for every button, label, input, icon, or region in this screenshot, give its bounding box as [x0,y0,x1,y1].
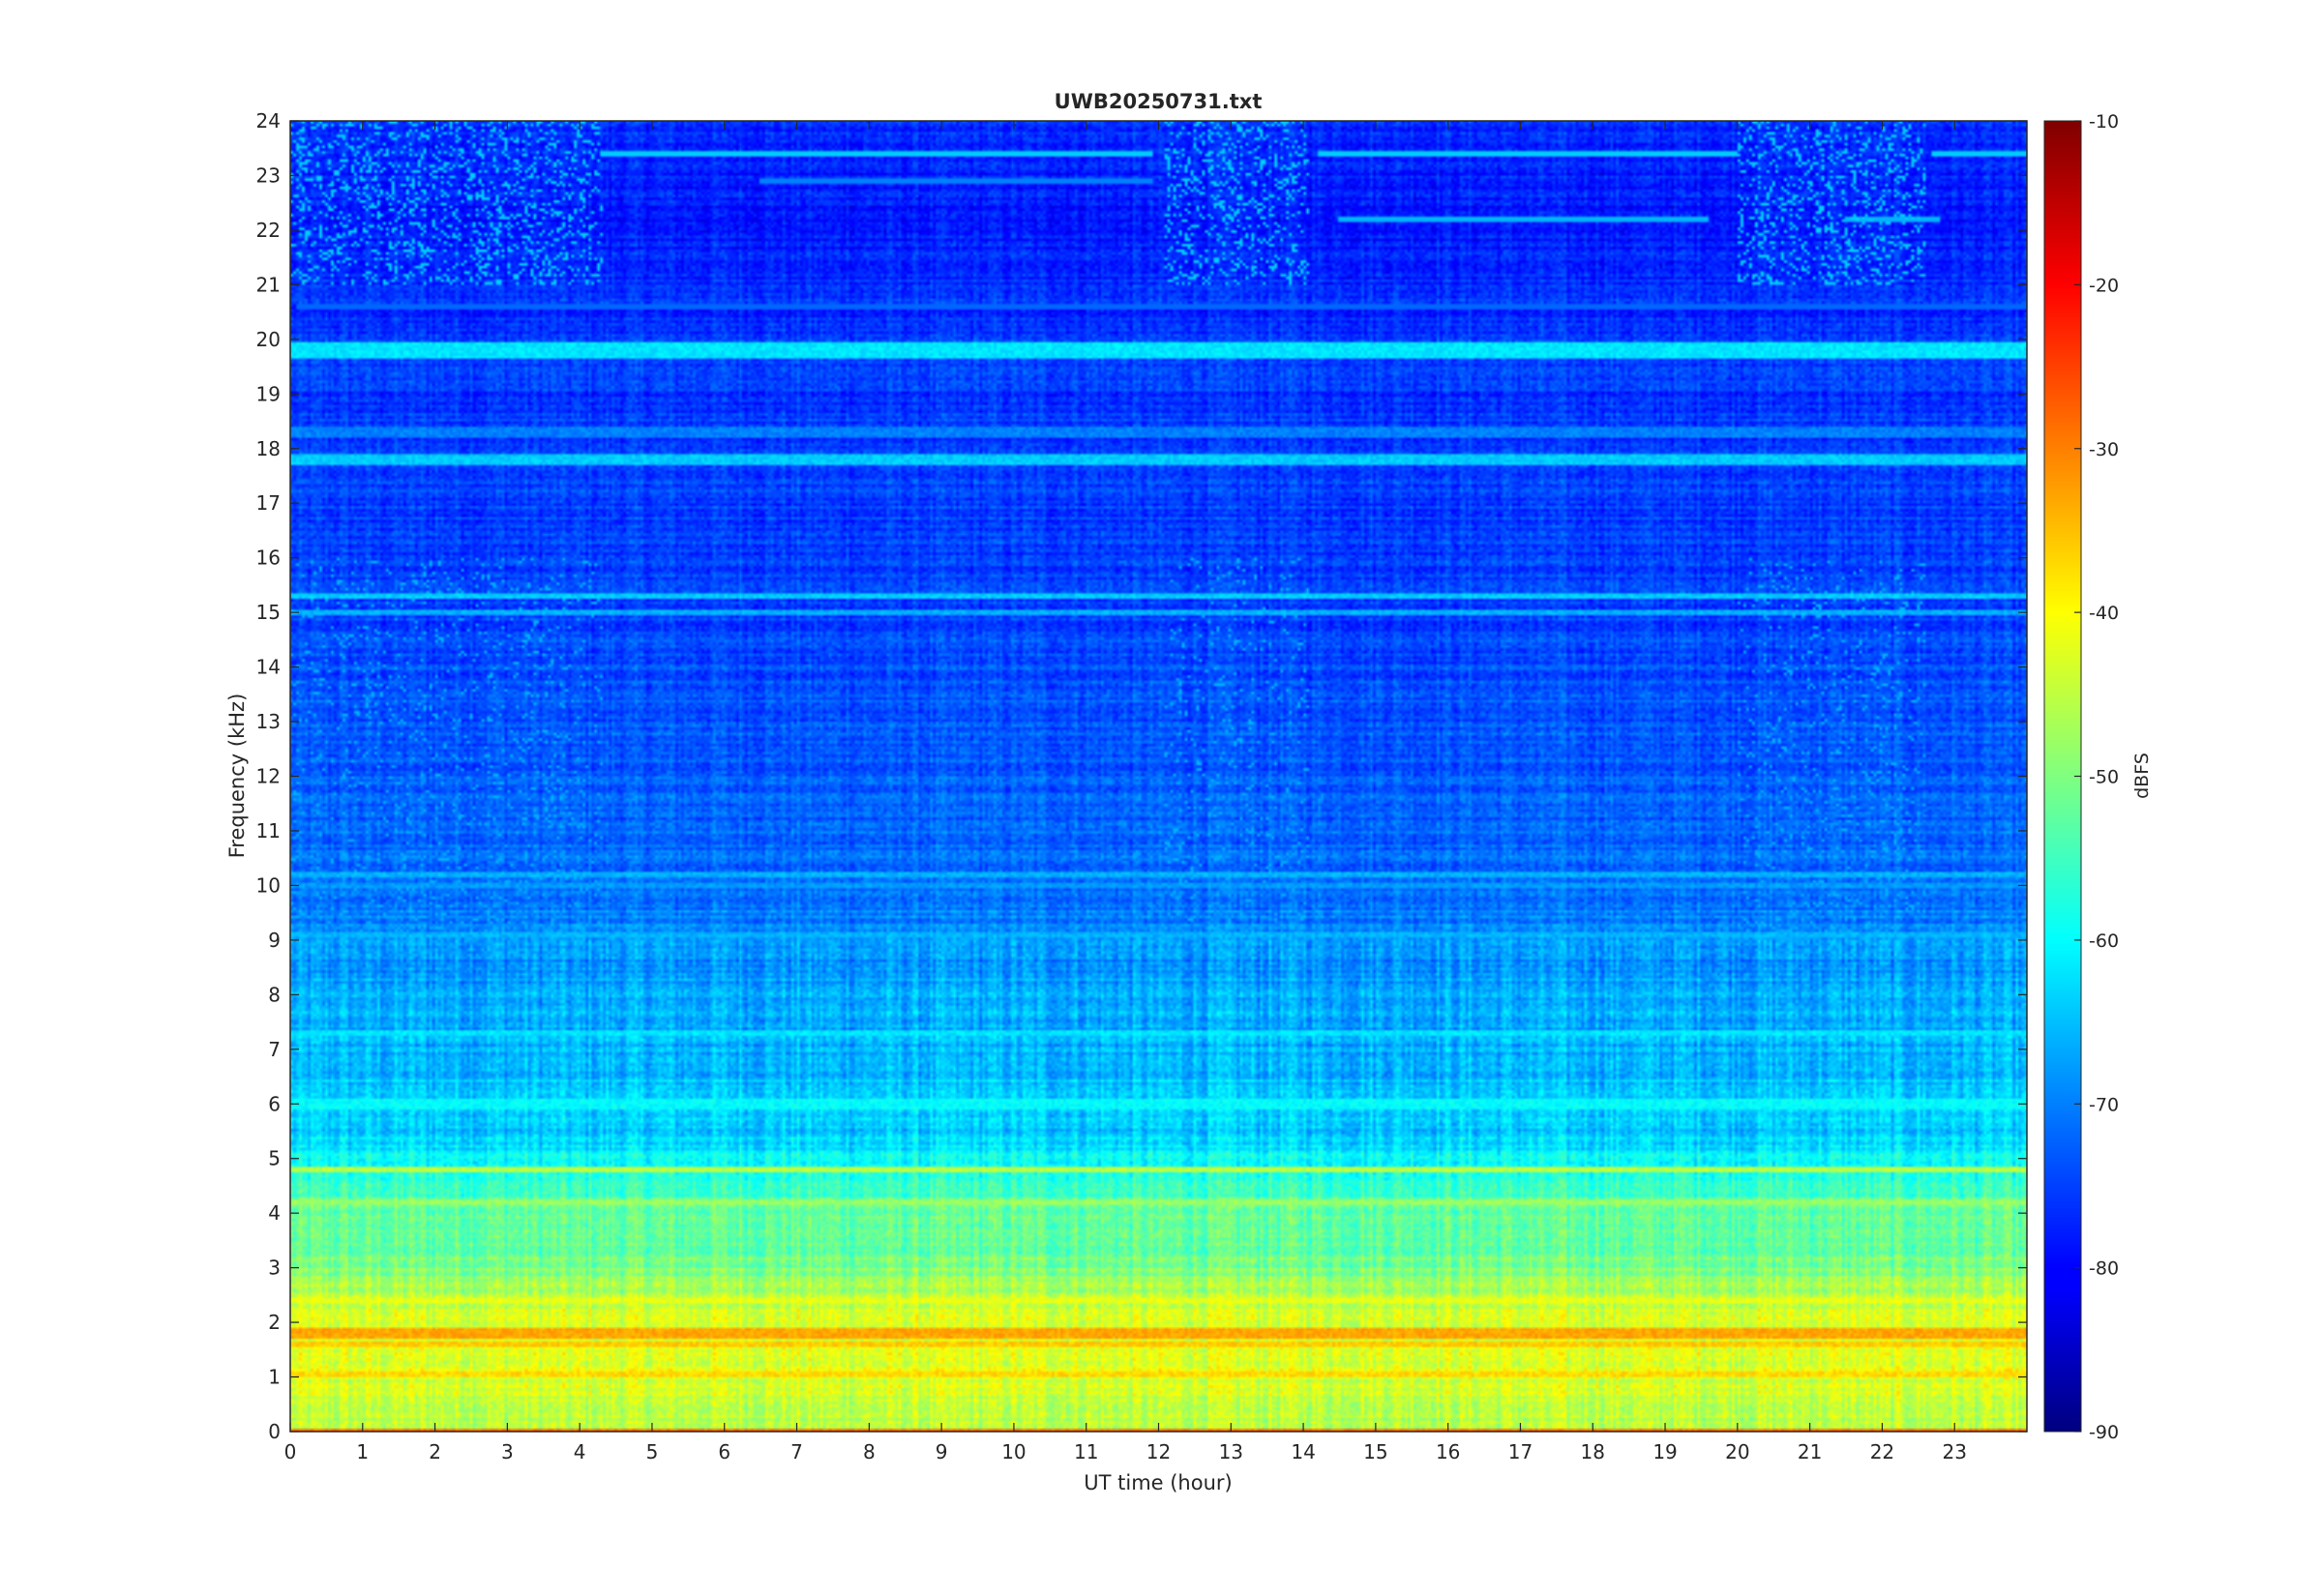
colorbar-tick-label: -70 [2089,1094,2119,1115]
y-tick-label: 2 [268,1311,281,1334]
y-tick-label: 24 [256,109,281,133]
y-tick-label: 6 [268,1092,281,1115]
x-tick-label: 1 [356,1440,369,1463]
y-tick-label: 5 [268,1147,281,1170]
y-tick-label: 23 [256,163,281,187]
x-tick-label: 0 [284,1440,297,1463]
y-tick-label: 13 [256,710,281,733]
y-tick-label: 1 [268,1366,281,1389]
y-tick-label: 4 [268,1201,281,1225]
x-tick-label: 2 [429,1440,441,1463]
colorbar-tick-label: -10 [2089,111,2119,133]
colorbar-tick-label: -40 [2089,603,2119,624]
x-axis-ticks: 0 1 2 3 4 5 6 7 8 9 10 11 12 13 14 15 16 17 18 19 20 21 22 23 [284,121,1967,1463]
colorbar-tick-label: -30 [2089,439,2119,460]
y-tick-label: 16 [256,547,281,570]
y-tick-label: 22 [256,219,281,242]
y-tick-label: 15 [256,601,281,624]
y-tick-label: 8 [268,983,281,1006]
x-tick-label: 14 [1291,1440,1315,1463]
x-tick-label: 23 [1942,1440,1966,1463]
x-tick-label: 17 [1508,1440,1533,1463]
y-tick-label: 9 [268,929,281,952]
plot-area [289,120,2028,1433]
x-tick-label: 16 [1436,1440,1460,1463]
y-tick-label: 21 [256,273,281,296]
x-tick-label: 15 [1363,1440,1387,1463]
colorbar-label: dBFS [2131,753,2153,799]
colorbar-tick-label: -20 [2089,275,2119,296]
x-tick-label: 9 [936,1440,948,1463]
x-tick-label: 7 [790,1440,803,1463]
x-axis-label: UT time (hour) [1084,1471,1232,1494]
y-axis-label: Frequency (kHz) [225,694,249,859]
y-tick-label: 3 [268,1256,281,1280]
chart-title: UWB20250731.txt [1055,90,1263,113]
colorbar: -10 -20 -30 -40 -50 -60 -70 -80 -90 dBFS [2043,111,2153,1443]
x-tick-label: 18 [1581,1440,1605,1463]
x-tick-label: 8 [863,1440,876,1463]
y-tick-label: 20 [256,328,281,351]
x-tick-label: 12 [1146,1440,1171,1463]
y-tick-label: 11 [256,819,281,842]
x-tick-label: 11 [1074,1440,1098,1463]
colorbar-tick-label: -90 [2089,1422,2119,1443]
y-tick-label: 14 [256,656,281,679]
y-tick-label: 7 [268,1038,281,1061]
x-tick-label: 20 [1725,1440,1749,1463]
colorbar-tick-label: -60 [2089,931,2119,952]
x-tick-label: 5 [646,1440,659,1463]
x-tick-label: 22 [1870,1440,1894,1463]
x-tick-label: 3 [501,1440,514,1463]
spectrogram-heatmap [290,121,2027,1432]
y-tick-label: 19 [256,382,281,405]
x-tick-label: 21 [1798,1440,1822,1463]
x-tick-label: 6 [718,1440,730,1463]
y-tick-label: 10 [256,873,281,897]
y-tick-label: 12 [256,765,281,788]
y-tick-label: 18 [256,437,281,460]
x-tick-label: 10 [1001,1440,1026,1463]
colorbar-tick-label: -50 [2089,767,2119,788]
x-tick-label: 4 [574,1440,586,1463]
colorbar-tick-label: -80 [2089,1258,2119,1280]
x-tick-label: 19 [1652,1440,1677,1463]
y-tick-label: 17 [256,491,281,515]
x-tick-label: 13 [1219,1440,1243,1463]
y-tick-label: 0 [268,1420,281,1443]
colorbar-ticks: -10 -20 -30 -40 -50 -60 -70 -80 -90 [2074,111,2119,1443]
